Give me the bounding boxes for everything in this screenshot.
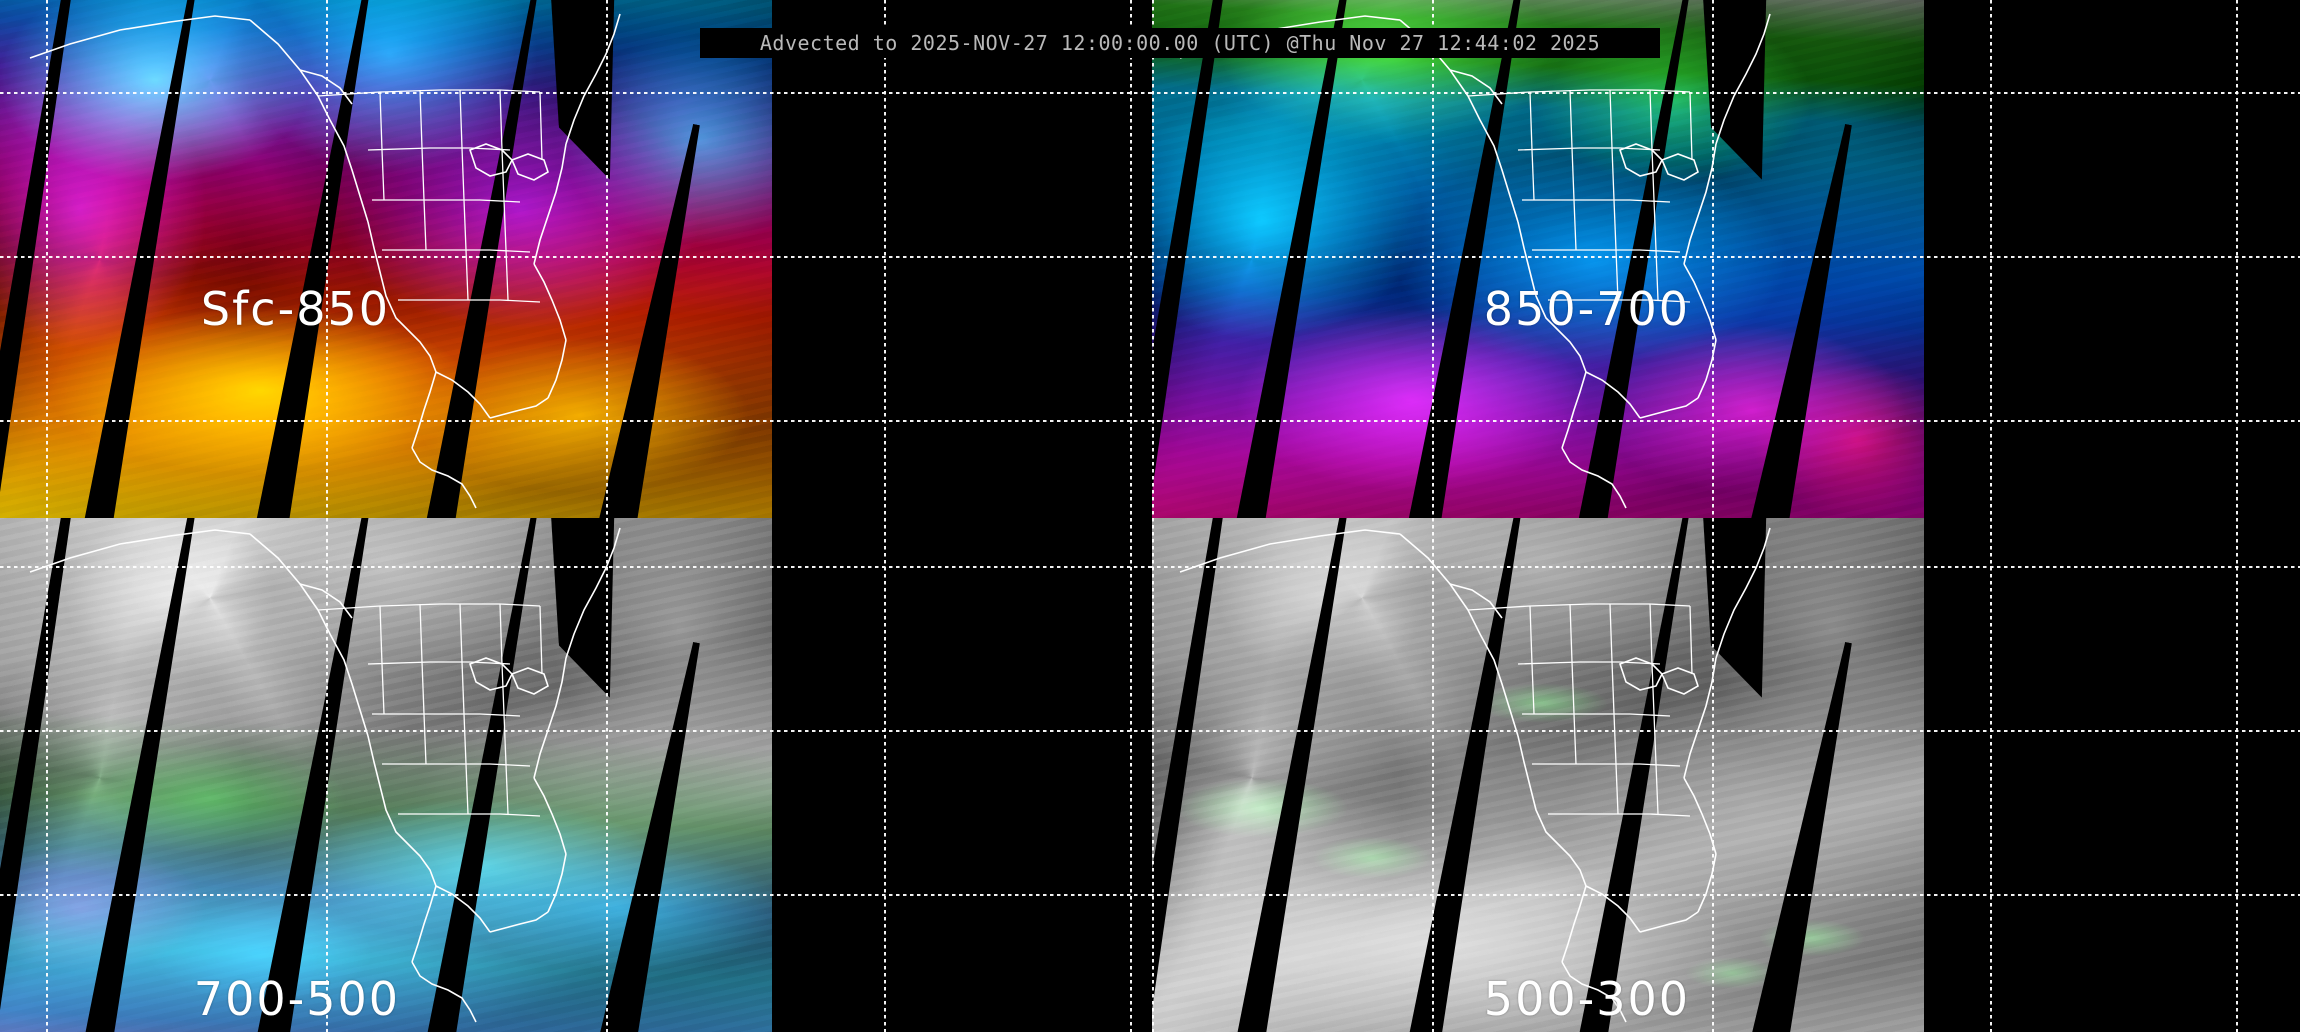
water-vapor-field — [1152, 0, 1924, 518]
imagery-500-300 — [1152, 518, 1924, 1032]
imagery-sfc-850 — [0, 0, 772, 518]
panel-500-300[interactable]: 500-300 — [1150, 518, 2300, 1032]
panel-sfc-850[interactable]: Sfc-850 — [0, 0, 1150, 518]
palette-highlight-overlay — [1152, 0, 1924, 518]
panel-label-700-500: 700-500 — [193, 972, 400, 1026]
palette-highlight-overlay — [1152, 518, 1924, 1032]
panel-label-500-300: 500-300 — [1483, 972, 1690, 1026]
panel-850-700[interactable]: 850-700 — [1150, 0, 2300, 518]
title-timestamp-bar: Advected to 2025-NOV-27 12:00:00.00 (UTC… — [700, 28, 1660, 58]
panel-label-850-700: 850-700 — [1483, 282, 1690, 336]
palette-highlight-overlay — [0, 0, 772, 518]
water-vapor-field — [1152, 518, 1924, 1032]
imagery-700-500 — [0, 518, 772, 1032]
palette-highlight-overlay — [0, 518, 772, 1032]
panel-700-500[interactable]: 700-500 — [0, 518, 1150, 1032]
water-vapor-field — [0, 0, 772, 518]
imagery-850-700 — [1152, 0, 1924, 518]
water-vapor-field — [0, 518, 772, 1032]
panel-label-sfc-850: Sfc-850 — [200, 282, 390, 336]
